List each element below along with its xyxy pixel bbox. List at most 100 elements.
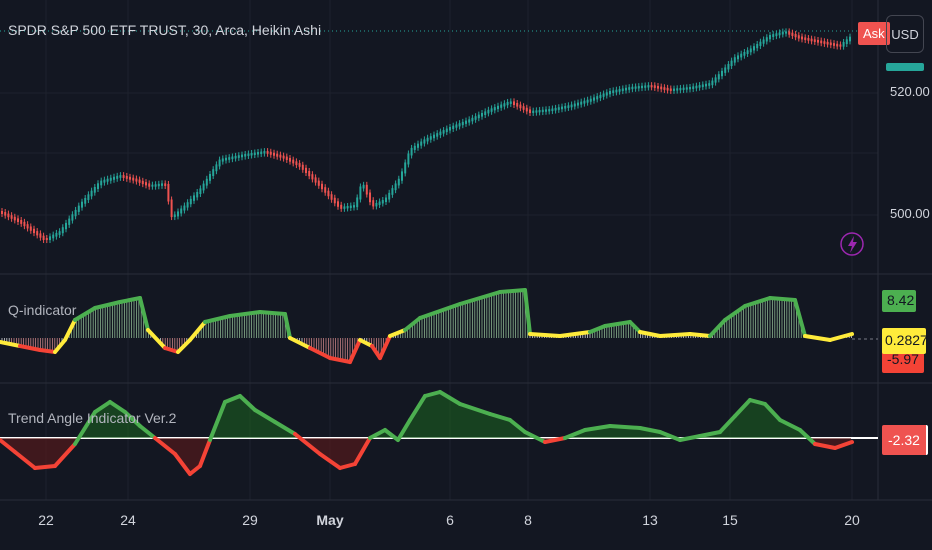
trend-line-segment <box>353 436 372 466</box>
q-line-segment <box>258 310 287 316</box>
candle-body <box>202 183 205 191</box>
candle-body <box>253 152 256 156</box>
candle-body <box>634 86 637 89</box>
candle-body <box>765 37 768 42</box>
candle-body <box>161 183 163 186</box>
currency-button[interactable]: USD <box>886 15 924 53</box>
candle-body <box>84 198 87 204</box>
candle-body <box>842 42 845 47</box>
candle-body <box>199 188 202 194</box>
candle-body <box>205 178 208 186</box>
symbol-title[interactable]: SPDR S&P 500 ETF TRUST, 30, Arca, Heikin… <box>8 22 322 38</box>
candle-body <box>141 180 144 185</box>
candle-body <box>477 114 480 119</box>
candle-body <box>820 40 823 44</box>
candle-body <box>545 109 547 112</box>
q-line-segment <box>793 298 807 338</box>
candle-body <box>23 221 26 227</box>
candle-body <box>474 116 477 120</box>
candle-body <box>442 130 445 134</box>
candle-body <box>90 190 93 197</box>
time-label-8: 8 <box>524 512 532 528</box>
candle-body <box>13 216 16 221</box>
candle-body <box>266 151 269 154</box>
trend-line-segment <box>223 394 242 404</box>
candle-body <box>237 155 240 158</box>
trend-line-segment <box>698 430 722 438</box>
candle-body <box>193 195 195 201</box>
candle-body <box>282 155 285 159</box>
q-line-segment <box>146 328 167 350</box>
candle-body <box>413 145 416 150</box>
candle-body <box>343 206 346 209</box>
candle-body <box>397 178 400 186</box>
candle-body <box>631 86 634 90</box>
candle-body <box>737 55 739 60</box>
candle-body <box>10 215 13 219</box>
candle-body <box>305 167 307 173</box>
candle-body <box>113 176 115 180</box>
candle-body <box>471 117 474 122</box>
candle-body <box>157 183 160 187</box>
candle-body <box>794 33 797 38</box>
candle-body <box>682 87 685 90</box>
candle-body <box>525 107 528 112</box>
q-line-segment <box>688 332 712 338</box>
time-label-13: 13 <box>642 512 658 528</box>
candle-body <box>276 153 279 157</box>
candle-body <box>644 85 647 88</box>
q-indicator-title[interactable]: Q-indicator <box>8 302 77 318</box>
candle-body <box>609 91 611 95</box>
trend-line-segment <box>563 428 587 440</box>
q-line-segment <box>308 346 332 360</box>
lightning-icon[interactable] <box>840 232 864 256</box>
candle-body <box>119 175 122 178</box>
candle-body <box>36 231 39 236</box>
trend-angle-title[interactable]: Trend Angle Indicator Ver.2 <box>8 410 177 426</box>
candle-body <box>506 101 509 106</box>
trend-line-segment <box>798 428 817 446</box>
candle-body <box>532 110 535 113</box>
candle-body <box>529 109 531 113</box>
candle-body <box>353 205 355 208</box>
q-line-segment <box>628 320 642 334</box>
candle-body <box>301 164 304 170</box>
candle-body <box>717 74 720 80</box>
candle-body <box>49 236 51 241</box>
trend-line-segment <box>253 408 277 424</box>
candle-body <box>519 104 522 109</box>
candle-body <box>650 85 653 88</box>
trend-line-segment <box>383 428 400 442</box>
q-line-segment <box>370 344 382 360</box>
q-line-segment <box>803 334 832 342</box>
ask-button[interactable]: Ask <box>858 22 890 45</box>
trend-line-segment <box>33 464 57 470</box>
candle-body <box>125 175 128 179</box>
candle-body <box>836 43 839 47</box>
candle-body <box>663 87 666 90</box>
candle-body <box>177 211 179 217</box>
candle-body <box>599 94 602 99</box>
candle-body <box>420 141 423 146</box>
trend-line-segment <box>53 442 77 468</box>
last-price-badge <box>886 63 924 71</box>
candle-body <box>250 153 253 156</box>
candle-body <box>791 32 794 36</box>
candle-body <box>247 153 250 156</box>
candle-body <box>778 32 781 36</box>
candle-body <box>167 183 170 202</box>
candle-body <box>817 39 819 43</box>
candle-body <box>551 108 554 112</box>
candle-body <box>705 83 707 87</box>
candle-body <box>615 89 618 93</box>
candle-body <box>753 46 755 51</box>
candle-body <box>231 156 234 160</box>
candle-body <box>244 153 247 157</box>
candle-body <box>58 231 61 235</box>
candle-body <box>567 105 570 108</box>
candle-body <box>340 204 343 209</box>
candle-body <box>394 183 397 191</box>
candle-body <box>356 197 359 208</box>
candle-body <box>308 171 311 177</box>
